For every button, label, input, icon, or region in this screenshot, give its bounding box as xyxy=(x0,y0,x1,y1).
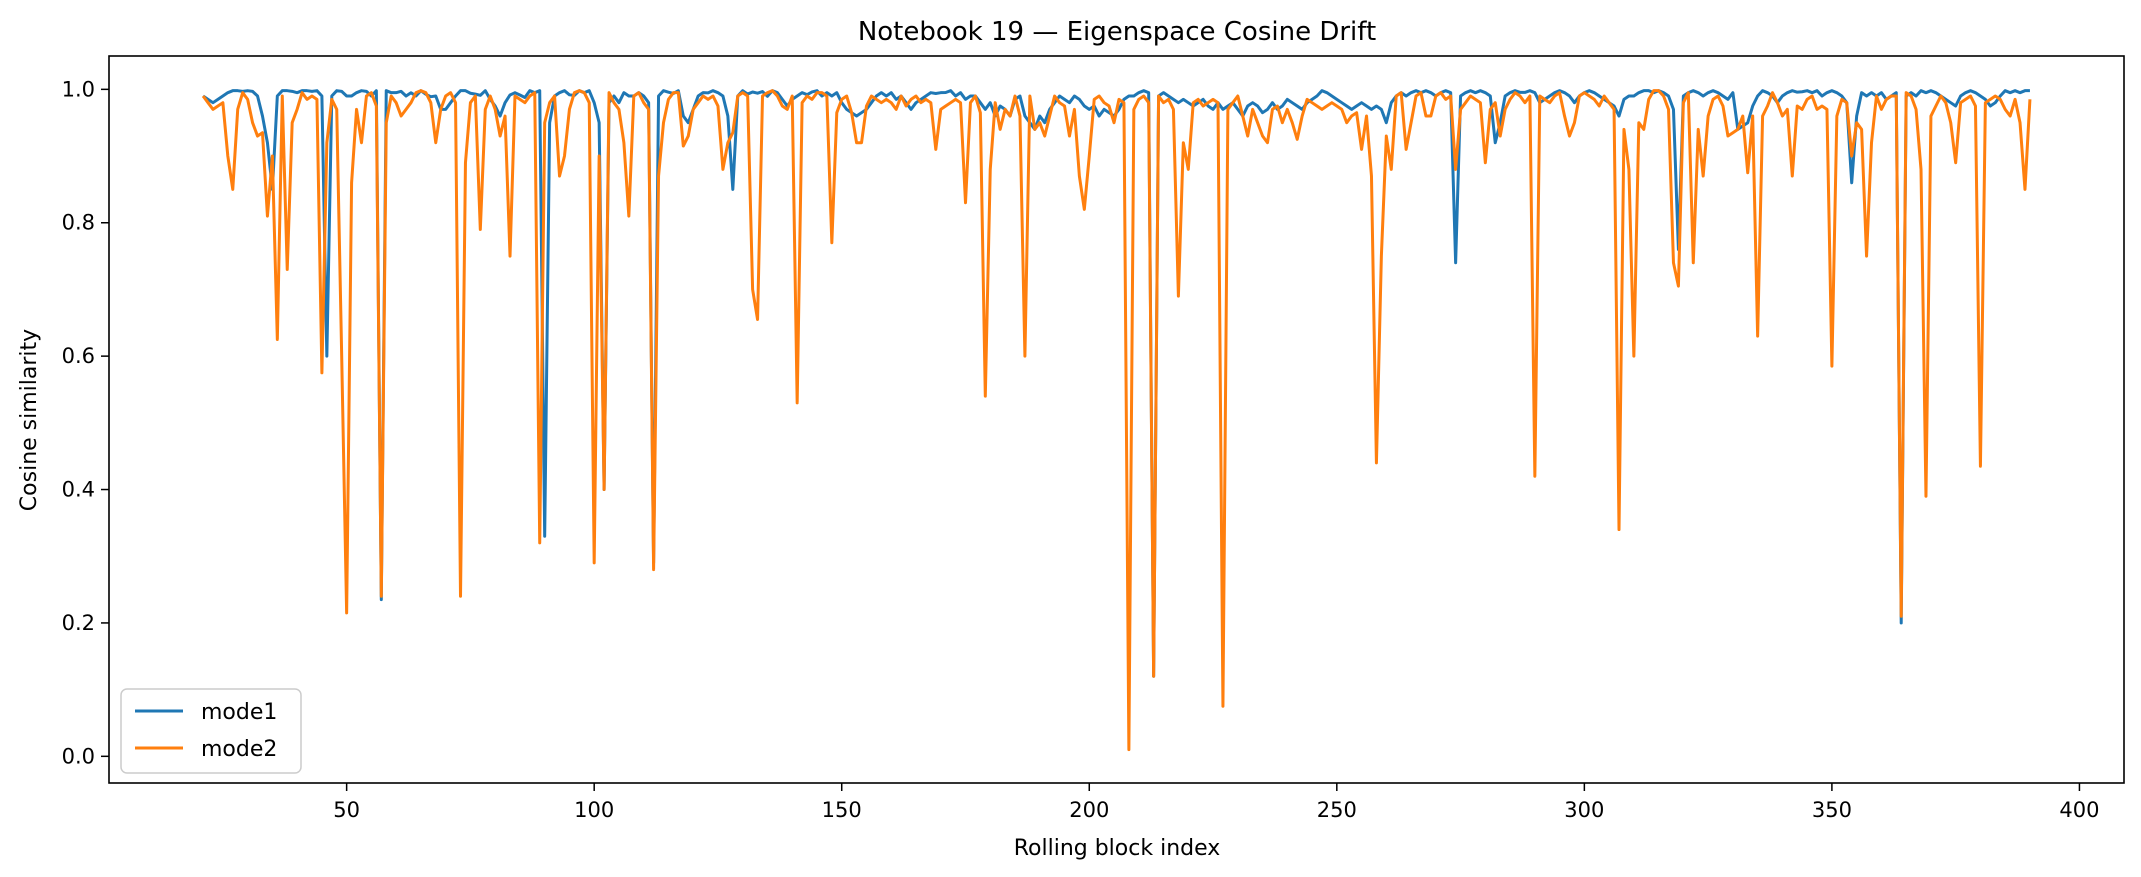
x-tick-label: 350 xyxy=(1812,798,1852,822)
x-tick-label: 100 xyxy=(574,798,614,822)
x-tick-label: 300 xyxy=(1564,798,1604,822)
legend: mode1 mode2 xyxy=(120,688,302,774)
x-tick-label: 50 xyxy=(333,798,360,822)
x-axis: 50 100 150 200 250 300 350 400 xyxy=(333,783,2099,822)
chart-title: Notebook 19 — Eigenspace Cosine Drift xyxy=(858,17,1376,47)
x-axis-label: Rolling block index xyxy=(1014,836,1221,861)
x-tick-label: 250 xyxy=(1317,798,1357,822)
x-tick-label: 200 xyxy=(1069,798,1109,822)
x-tick-label: 400 xyxy=(2059,798,2099,822)
axes-frame xyxy=(108,55,2125,784)
series-line-mode2 xyxy=(201,89,2032,752)
y-tick-label: 0.8 xyxy=(62,211,95,235)
legend-label-mode2: mode2 xyxy=(201,737,277,762)
y-tick-label: 0.4 xyxy=(62,478,95,502)
series-layer xyxy=(201,89,2032,752)
y-tick-label: 0.6 xyxy=(62,344,95,368)
y-axis: 0.0 0.2 0.4 0.6 0.8 1.0 xyxy=(62,77,109,768)
y-tick-label: 1.0 xyxy=(62,77,95,101)
x-tick-label: 150 xyxy=(822,798,862,822)
y-tick-label: 0.0 xyxy=(62,744,95,768)
y-axis-label: Cosine similarity xyxy=(17,329,42,511)
legend-label-mode1: mode1 xyxy=(201,700,277,725)
y-tick-label: 0.2 xyxy=(62,611,95,635)
